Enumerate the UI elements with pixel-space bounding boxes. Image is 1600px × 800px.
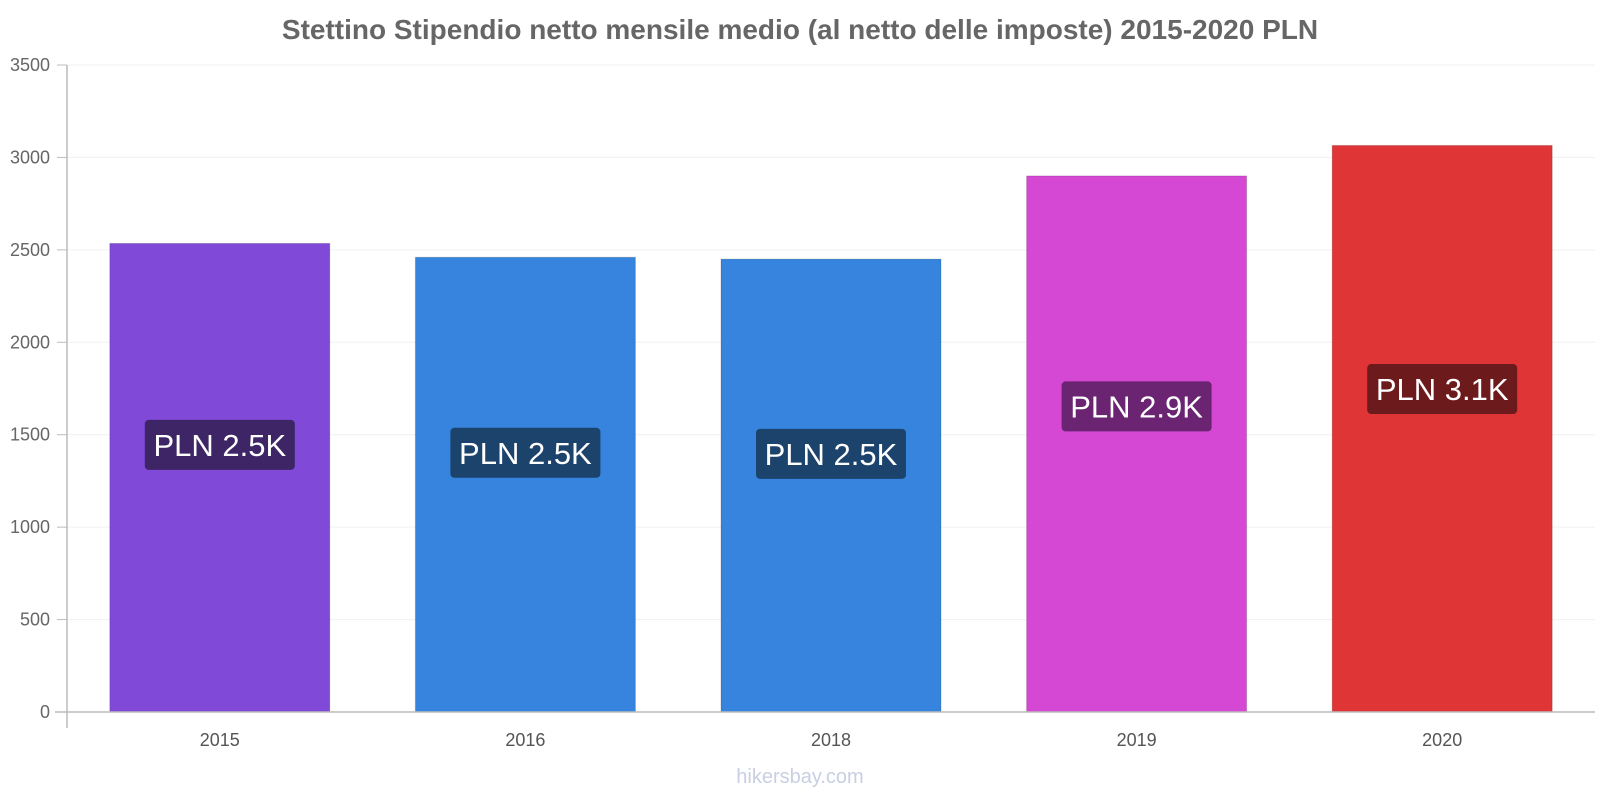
x-tick-label: 2018 — [811, 730, 851, 750]
x-tick-label: 2016 — [505, 730, 545, 750]
data-label: PLN 2.5K — [459, 436, 592, 471]
data-label-background — [1367, 364, 1518, 415]
data-label-background — [450, 427, 601, 478]
bar — [109, 242, 331, 713]
y-tick-label: 0 — [40, 702, 50, 722]
y-tick-label: 2000 — [10, 332, 50, 352]
bar — [720, 258, 942, 713]
data-labels: PLN 2.5K PLN 2.5K PLN 2.5K PLN 2.9K PLN 3.1K — [144, 364, 1518, 479]
watermark: hikersbay.com — [736, 766, 864, 788]
x-tick-label: 2020 — [1422, 730, 1462, 750]
x-tick-label: 2019 — [1117, 730, 1157, 750]
y-tick-label: 1000 — [10, 517, 50, 537]
data-label-background — [1061, 381, 1212, 432]
data-label: PLN 3.1K — [1376, 372, 1509, 407]
y-tick-label: 3000 — [10, 147, 50, 167]
x-axis-ticks: 2015 2016 2018 2019 2020 — [200, 730, 1462, 750]
x-tick-label: 2015 — [200, 730, 240, 750]
data-label-background — [756, 428, 906, 479]
bar — [1026, 175, 1248, 713]
y-tick-label: 500 — [20, 610, 50, 630]
y-axis-ticks: 0 500 1000 1500 2000 2500 3000 3500 — [10, 55, 67, 722]
bar — [1331, 144, 1553, 713]
y-tick-label: 2500 — [10, 240, 50, 260]
data-label-background — [144, 419, 295, 470]
y-tick-label: 3500 — [10, 55, 50, 75]
bars — [109, 144, 1553, 713]
data-label: PLN 2.5K — [153, 428, 286, 463]
y-tick-label: 1500 — [10, 425, 50, 445]
bar — [414, 256, 636, 713]
chart-title: Stettino Stipendio netto mensile medio (… — [281, 14, 1319, 45]
data-label: PLN 2.5K — [765, 437, 898, 472]
data-label: PLN 2.9K — [1070, 389, 1203, 424]
